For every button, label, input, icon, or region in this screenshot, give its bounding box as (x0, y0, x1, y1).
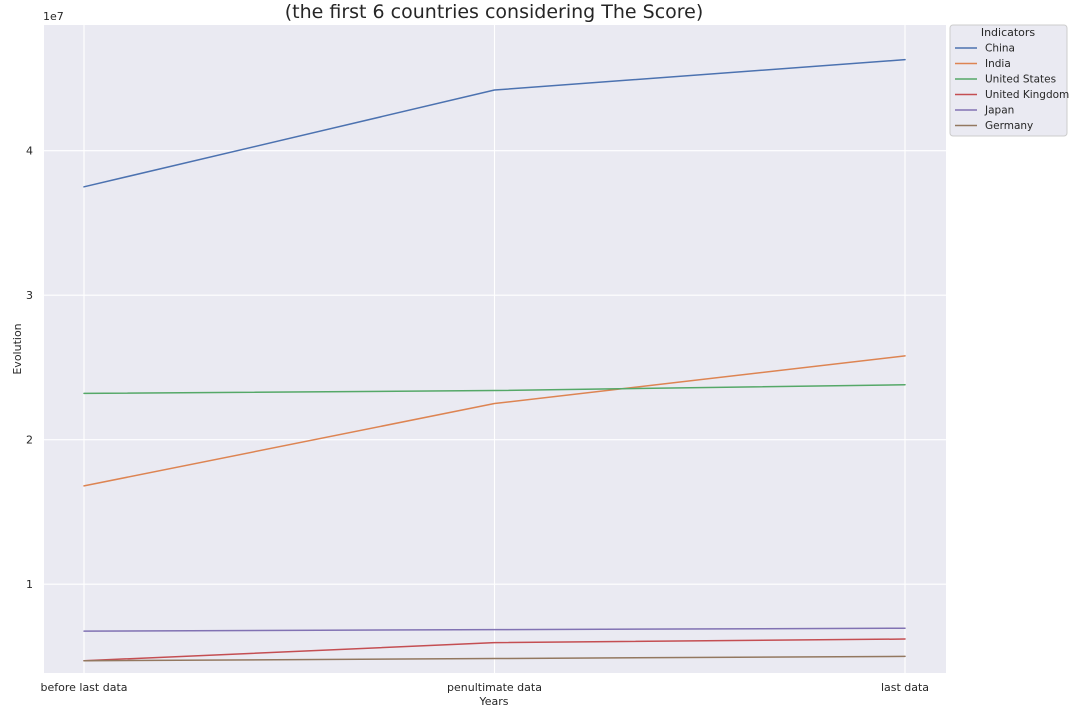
y-offset-label: 1e7 (43, 10, 64, 23)
legend-frame (949, 24, 1068, 137)
legend-label: Germany (985, 120, 1033, 132)
legend-label: India (985, 58, 1011, 70)
x-tick-label: before last data (40, 681, 127, 694)
x-tick-label: penultimate data (447, 681, 542, 694)
y-tick-labels: 1 2 3 4 (26, 145, 33, 591)
y-tick-label: 1 (26, 578, 33, 591)
series-line-japan (83, 627, 906, 632)
x-axis-title: Years (478, 695, 508, 708)
legend-items: China India United States United Kingdom Jap… (955, 43, 1069, 132)
legend-label: Japan (984, 105, 1014, 117)
legend: Indicators China India United States United… (949, 24, 1069, 137)
legend-label: United States (985, 74, 1056, 86)
y-tick-label: 2 (26, 434, 33, 447)
legend-label: China (985, 43, 1015, 55)
series-line-china (83, 58, 906, 188)
x-tick-labels: before last data penultimate data last dat… (40, 681, 929, 694)
series-lines (83, 58, 906, 662)
legend-title: Indicators (981, 26, 1036, 39)
grid-lines (44, 25, 946, 673)
series-line-united-kingdom (83, 638, 906, 662)
y-tick-label: 3 (26, 289, 33, 302)
y-axis-title: Evolution (11, 323, 24, 374)
series-line-india (83, 355, 906, 487)
x-tick-label: last data (881, 681, 929, 694)
series-line-germany (83, 655, 906, 662)
chart-title: (the first 6 countries considering The S… (285, 1, 704, 23)
y-tick-label: 4 (26, 145, 33, 158)
series-line-united-states (83, 384, 906, 395)
legend-label: United Kingdom (985, 89, 1069, 101)
